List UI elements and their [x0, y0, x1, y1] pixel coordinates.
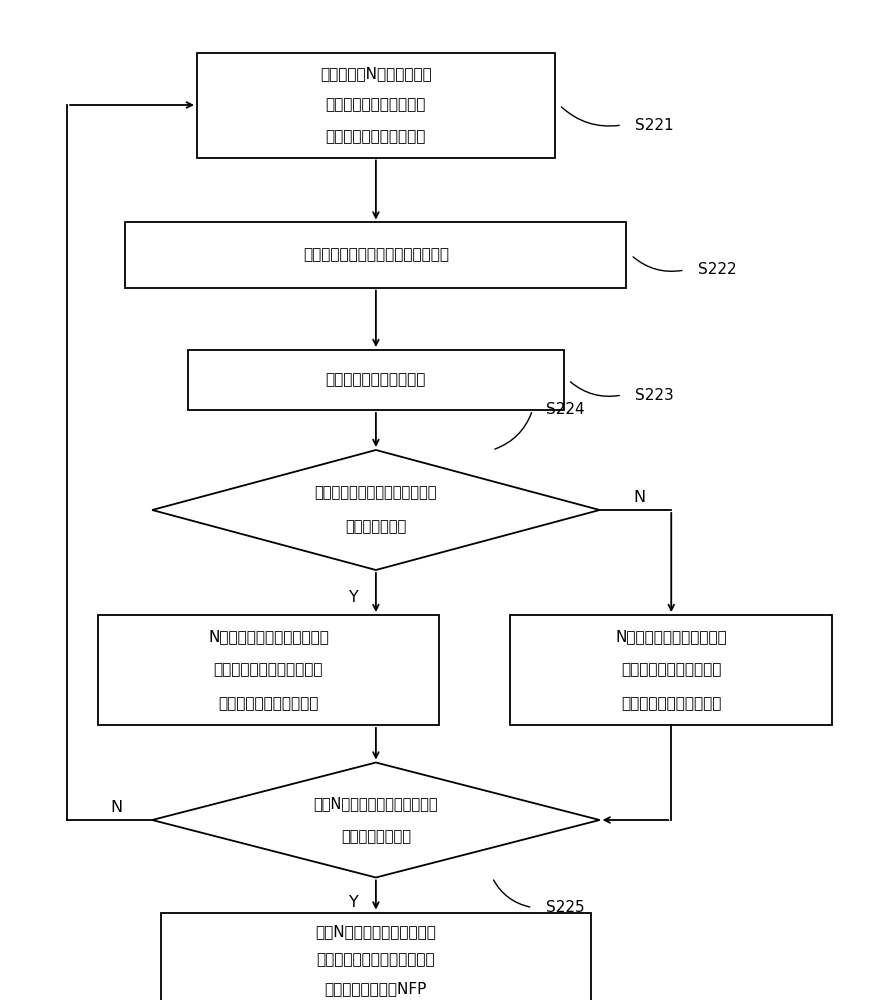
- Text: 与运动边相连的下一条边: 与运动边相连的下一条边: [218, 696, 318, 711]
- Text: N块子板根据对应的最短的: N块子板根据对应的最短的: [615, 629, 726, 644]
- Bar: [161, 912, 590, 1000]
- Text: 动轨迹形成与子板对应的不规: 动轨迹形成与子板对应的不规: [316, 952, 434, 968]
- Text: S224: S224: [545, 402, 584, 417]
- Text: 判断最短的投影向量线段是否大: 判断最短的投影向量线段是否大: [315, 485, 436, 500]
- Text: Y: Y: [349, 590, 358, 606]
- Text: 任一顶点为运动点，与该: 任一顶点为运动点，与该: [325, 98, 426, 112]
- Text: Y: Y: [349, 895, 358, 910]
- Text: 换运动边为当前的投影边: 换运动边为当前的投影边: [620, 696, 721, 711]
- Bar: [197, 52, 554, 157]
- Text: N: N: [633, 490, 645, 506]
- Bar: [510, 615, 831, 725]
- Polygon shape: [152, 450, 599, 570]
- Text: 则的多边形内框线NFP: 则的多边形内框线NFP: [325, 981, 426, 996]
- Text: 判断N块子板的运动位置是否返: 判断N块子板的运动位置是否返: [313, 796, 438, 811]
- Text: N: N: [110, 800, 122, 816]
- Polygon shape: [152, 762, 599, 878]
- Text: 投影向量线段移动，且转: 投影向量线段移动，且转: [620, 662, 721, 678]
- Bar: [188, 350, 563, 410]
- Text: 获取顶点在运动边上的投影向量线段: 获取顶点在运动边上的投影向量线段: [302, 247, 449, 262]
- Text: S225: S225: [545, 900, 584, 915]
- Text: 选取最短的投影向量线段: 选取最短的投影向量线段: [325, 372, 426, 387]
- Text: 回各自的起始位置: 回各自的起始位置: [341, 829, 410, 844]
- Text: N块子板根据对应的运动边的: N块子板根据对应的运动边的: [207, 629, 329, 644]
- Bar: [125, 223, 626, 288]
- Text: 于运动边的长度: 于运动边的长度: [345, 520, 406, 535]
- Bar: [98, 615, 438, 725]
- Text: S223: S223: [635, 387, 673, 402]
- Text: S221: S221: [635, 117, 673, 132]
- Text: S222: S222: [697, 262, 736, 277]
- Text: 方向移动，且转换运动边为: 方向移动，且转换运动边为: [214, 662, 323, 678]
- Text: 记录N块子板的各参考点的运: 记录N块子板的各参考点的运: [315, 924, 436, 939]
- Text: 设定母板与N块子板接触的: 设定母板与N块子板接触的: [320, 66, 431, 81]
- Text: 运动点接触的边为运动边: 运动点接触的边为运动边: [325, 129, 426, 144]
